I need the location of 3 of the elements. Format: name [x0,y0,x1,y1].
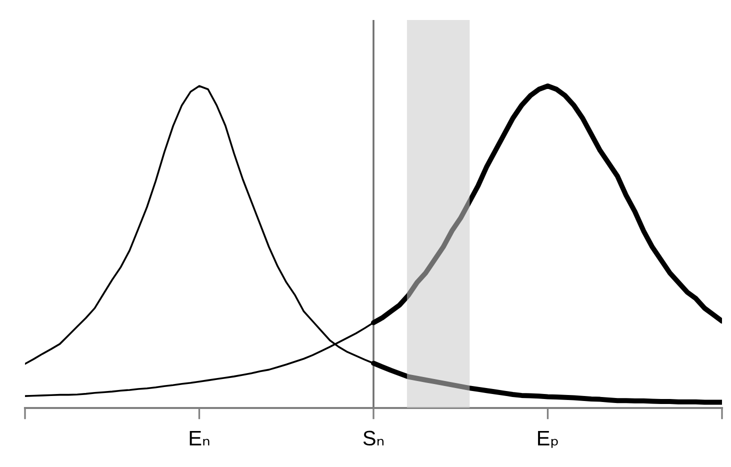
x-tick-label: Eₙ [190,430,210,446]
x-tick-label: Eₚ [538,430,558,448]
x-tick-label: Sₙ [363,430,384,446]
